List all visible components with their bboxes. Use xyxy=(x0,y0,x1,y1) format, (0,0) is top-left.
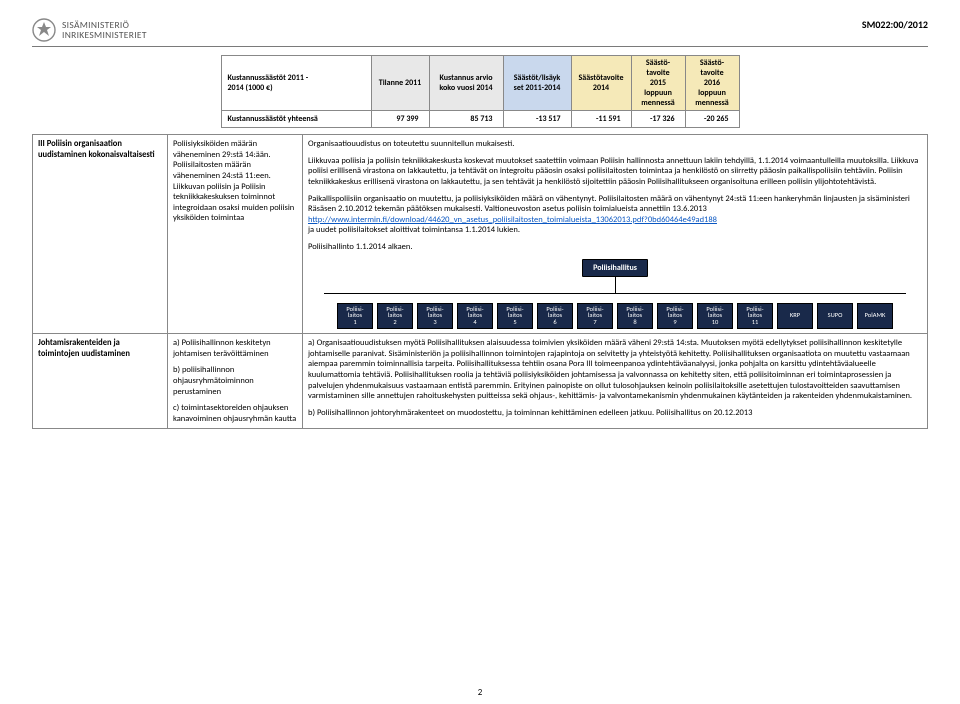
row2-col1: Johtamisrakenteiden ja toimintojen uudis… xyxy=(33,334,168,429)
org-leaf-node: Poliisi-laitos3 xyxy=(417,303,453,329)
ministry-emblem-icon xyxy=(32,18,56,42)
row1-col1: III Poliisin organisaation uudistaminen … xyxy=(33,135,168,334)
org-chart: Poliisihallitus Poliisi-laitos1Poliisi-l… xyxy=(308,259,922,329)
org-leaf-node: Poliisi-laitos6 xyxy=(537,303,573,329)
org-leaf-node: Poliisi-laitos8 xyxy=(617,303,653,329)
org-leaf-node: Poliisi-laitos2 xyxy=(377,303,413,329)
org-leaf-node: Poliisi-laitos9 xyxy=(657,303,693,329)
page-number: 2 xyxy=(0,687,960,698)
page-header: SISÄMINISTERIÖ INRIKESMINISTERIET SM022:… xyxy=(32,18,928,42)
row2-c3-p1: a) Organisaatiouudistuksen myötä Poliisi… xyxy=(308,338,922,402)
cost-h1: Tilanne 2011 xyxy=(371,56,429,111)
org-leaf-node: Poliisi-laitos1 xyxy=(337,303,373,329)
row1-c3-p4: Poliisihallinto 1.1.2014 alkaen. xyxy=(308,242,922,253)
row2-col3: a) Organisaatiouudistuksen myötä Poliisi… xyxy=(303,334,928,429)
row1-col2-p1: Poliisiyksiköiden määrän väheneminen 29:… xyxy=(173,139,297,224)
regulation-link[interactable]: http://www.intermin.fi/download/44620_vn… xyxy=(308,215,717,225)
row2-col2-b: b) poliisihallinnon ohjausryhmätoiminnon… xyxy=(173,365,297,397)
table-row: III Poliisin organisaation uudistaminen … xyxy=(33,135,928,334)
row1-c3-p2: Liikkuvaa poliisia ja poliisin tekniikka… xyxy=(308,156,922,188)
header-divider xyxy=(32,46,928,47)
ministry-name-sv: INRIKESMINISTERIET xyxy=(62,30,147,40)
cost-val-5: -20 265 xyxy=(685,111,739,128)
cost-title-2: 2014 (1000 €) xyxy=(228,83,365,93)
org-root-node: Poliisihallitus xyxy=(582,259,648,277)
row1-c3-p3b: ja uudet poliisilaitokset aloittivat toi… xyxy=(308,225,520,235)
row1-col2: Poliisiyksiköiden määrän väheneminen 29:… xyxy=(168,135,303,334)
org-leaf-node: Poliisi-laitos7 xyxy=(577,303,613,329)
cost-h3: Säästöt/lisäyk set 2011-2014 xyxy=(503,56,571,111)
row2-c3-p2: b) Poliisihallinnon johtoryhmärakenteet … xyxy=(308,408,922,419)
table-row: Johtamisrakenteiden ja toimintojen uudis… xyxy=(33,334,928,429)
row1-c3-p1: Organisaatiouudistus on toteutettu suunn… xyxy=(308,139,922,150)
cost-savings-table: Kustannussäästöt 2011 - 2014 (1000 €) Ti… xyxy=(221,55,740,128)
row1-c3-p3a: Paikallispoliisiin organisaatio on muute… xyxy=(308,194,910,215)
cost-h4: Säästötavoite 2014 xyxy=(571,56,631,111)
cost-val-0: 97 399 xyxy=(371,111,429,128)
row1-col3: Organisaatiouudistus on toteutettu suunn… xyxy=(303,135,928,334)
cost-val-4: -17 326 xyxy=(631,111,685,128)
org-leaf-node: KRP xyxy=(777,303,813,329)
cost-h6: Säästö-tavoite 2016 loppuun mennessä xyxy=(685,56,739,111)
row2-col2-c: c) toimintasektoreiden ohjauksen kanavoi… xyxy=(173,403,297,424)
cost-title-1: Kustannussäästöt 2011 - xyxy=(228,73,365,83)
cost-h2: Kustannus arvio koko vuosi 2014 xyxy=(429,56,503,111)
document-id: SM022:00/2012 xyxy=(862,18,928,31)
org-connector-vertical xyxy=(615,277,616,293)
row2-col2: a) Poliisihallinnon keskitetyn johtamise… xyxy=(168,334,303,429)
cost-val-3: -11 591 xyxy=(571,111,631,128)
org-leaf-node: Poliisi-laitos11 xyxy=(737,303,773,329)
org-leaf-node: SUPO xyxy=(817,303,853,329)
org-connector-horizontal xyxy=(316,293,914,303)
ministry-logo-block: SISÄMINISTERIÖ INRIKESMINISTERIET xyxy=(32,18,147,42)
org-leaf-node: PolAMK xyxy=(857,303,893,329)
row1-c3-p3: Paikallispoliisiin organisaatio on muute… xyxy=(308,194,922,237)
cost-val-2: -13 517 xyxy=(503,111,571,128)
org-leaf-row: Poliisi-laitos1Poliisi-laitos2Poliisi-la… xyxy=(308,303,922,329)
cost-val-1: 85 713 xyxy=(429,111,503,128)
main-content-table: III Poliisin organisaation uudistaminen … xyxy=(32,134,928,429)
org-leaf-node: Poliisi-laitos10 xyxy=(697,303,733,329)
row2-col2-a: a) Poliisihallinnon keskitetyn johtamise… xyxy=(173,338,297,359)
org-leaf-node: Poliisi-laitos5 xyxy=(497,303,533,329)
cost-h5: Säästö-tavoite 2015 loppuun mennessä xyxy=(631,56,685,111)
org-leaf-node: Poliisi-laitos4 xyxy=(457,303,493,329)
cost-row-label: Kustannussäästöt yhteensä xyxy=(221,111,371,128)
